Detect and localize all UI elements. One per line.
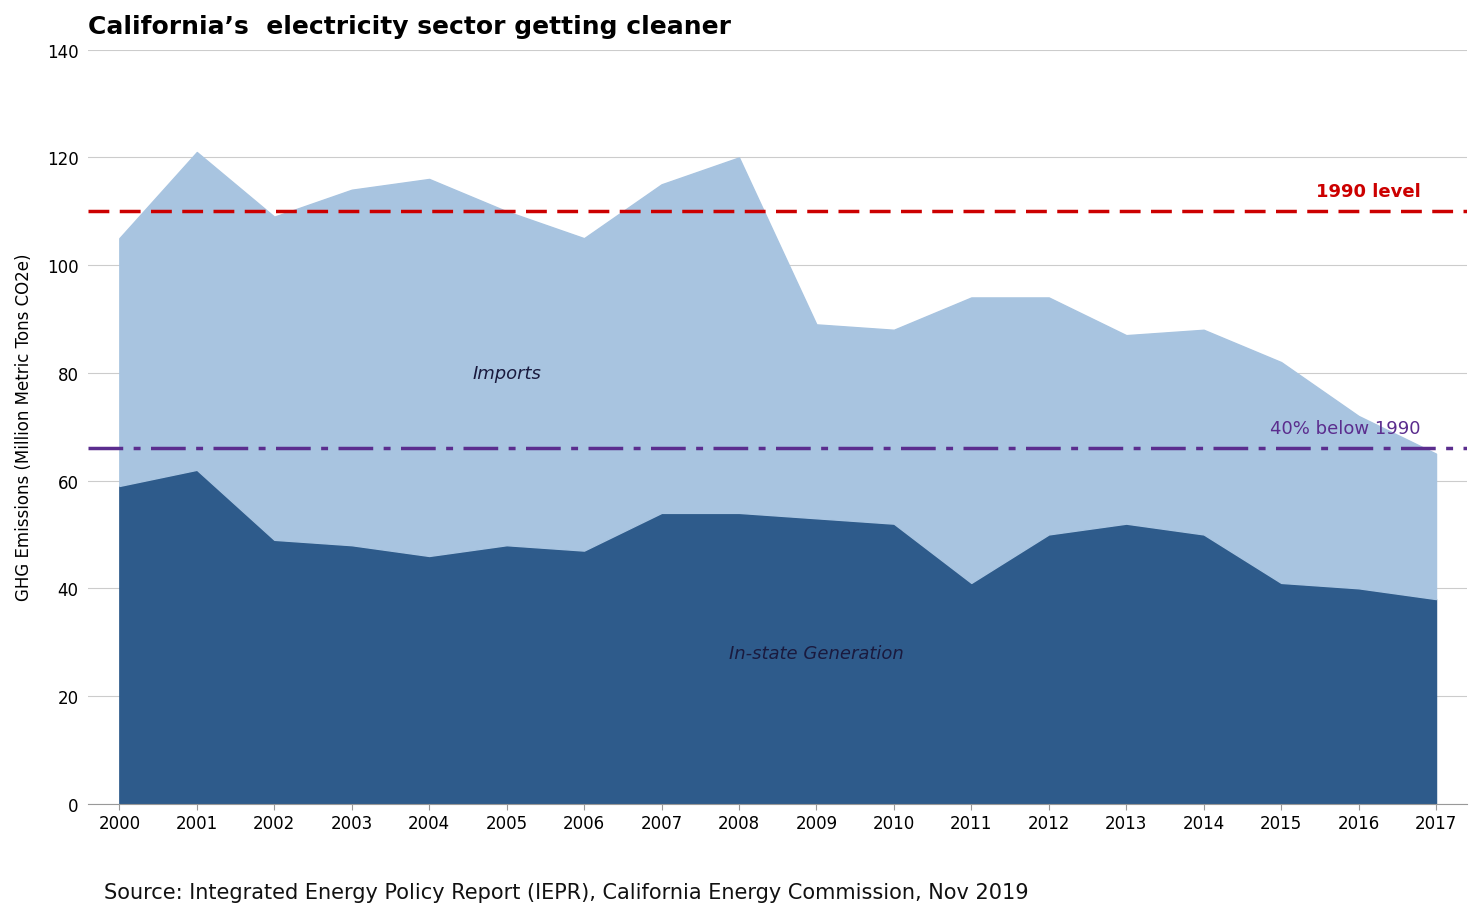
Text: California’s  electricity sector getting cleaner: California’s electricity sector getting … [89, 15, 731, 39]
Text: Source: Integrated Energy Policy Report (IEPR), California Energy Commission, No: Source: Integrated Energy Policy Report … [104, 882, 1029, 902]
Text: Imports: Imports [473, 364, 541, 383]
Y-axis label: GHG Emissions (Million Metric Tons CO2e): GHG Emissions (Million Metric Tons CO2e) [15, 253, 33, 600]
Text: 40% below 1990: 40% below 1990 [1270, 420, 1421, 438]
Text: 1990 level: 1990 level [1316, 183, 1421, 201]
Text: In-state Generation: In-state Generation [729, 644, 904, 662]
